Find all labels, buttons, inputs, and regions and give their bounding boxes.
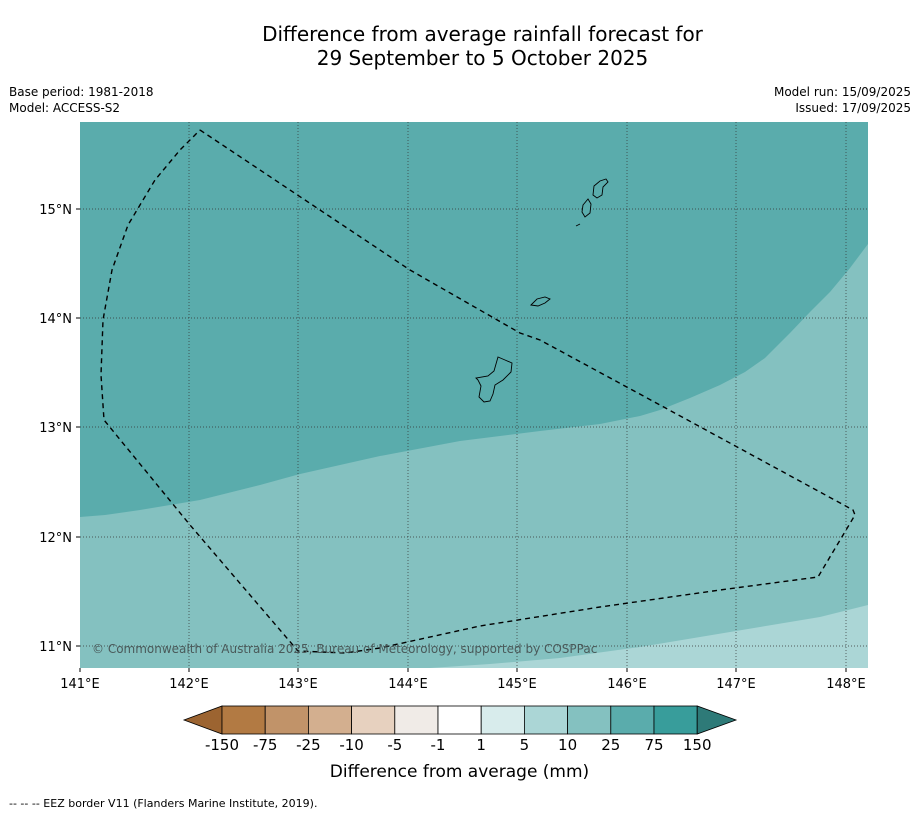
map-title: Difference from average rainfall forecas… (0, 22, 919, 70)
copyright-notice: © Commonwealth of Australia 2025, Bureau… (92, 642, 597, 656)
colorbar-extend-high (696, 705, 738, 735)
issued-date: Issued: 17/09/2025 (795, 101, 911, 115)
islands (475, 178, 609, 403)
colorbar-segment (437, 705, 482, 735)
lon-tick-147: 147°E (716, 677, 756, 692)
lat-tick-15: 15°N (39, 203, 72, 218)
base-period: Base period: 1981-2018 (9, 85, 154, 99)
colorbar-tick-label: -10 (339, 736, 364, 754)
colorbar-segment (480, 705, 525, 735)
lat-tick-14: 14°N (39, 312, 72, 327)
colorbar-tick-label: -5 (387, 736, 403, 754)
model-name: Model: ACCESS-S2 (9, 101, 121, 115)
colorbar-tick-label: 5 (519, 736, 530, 754)
model-info: Base period: 1981-2018 Model: ACCESS-S2 (9, 84, 154, 116)
aguijan-island (575, 223, 581, 227)
colorbar-tick-label: 10 (558, 736, 578, 754)
colorbar-segment (653, 705, 698, 735)
guam-island (475, 356, 513, 403)
colorbar-title: Difference from average (mm) (329, 762, 590, 782)
run-info: Model run: 15/09/2025 Issued: 17/09/2025 (774, 84, 911, 116)
lon-tick-142: 142°E (169, 677, 209, 692)
colorbar-tick-label: -1 (430, 736, 446, 754)
lon-tick-141: 141°E (60, 677, 100, 692)
lat-tick-13: 13°N (39, 421, 72, 436)
lon-tick-148: 148°E (826, 677, 866, 692)
title-line-2: 29 September to 5 October 2025 (316, 46, 649, 70)
colorbar-segment (264, 705, 309, 735)
colorbar-segment (351, 705, 396, 735)
colorbar-tick-label: 150 (682, 736, 712, 754)
colorbar-tick-label: 75 (644, 736, 664, 754)
lon-tick-146: 146°E (607, 677, 647, 692)
colorbar-tick-label: -75 (252, 736, 278, 754)
colorbar-segment (307, 705, 352, 735)
lat-tick-11: 11°N (39, 640, 72, 655)
colorbar-segment (567, 705, 612, 735)
title-line-1: Difference from average rainfall forecas… (262, 22, 703, 46)
zone-5-10 (430, 605, 868, 668)
colorbar-tick-label: -25 (296, 736, 321, 754)
eez-legend-footnote: -- -- -- EEZ border V11 (Flanders Marine… (9, 797, 318, 810)
colorbar-segment (394, 705, 439, 735)
map-area (80, 122, 868, 668)
lat-tick-12: 12°N (39, 531, 72, 546)
zone-10-25 (80, 244, 868, 668)
tinian-island (581, 198, 592, 218)
lon-ticks: 141°E 142°E 143°E 144°E 145°E 146°E 147°… (60, 668, 866, 692)
saipan-island (592, 178, 609, 199)
colorbar-segment (610, 705, 655, 735)
colorbar-segment (221, 705, 266, 735)
graticule (80, 122, 868, 668)
rota-island (530, 296, 551, 307)
colorbar-tick-label: 1 (476, 736, 486, 754)
lon-tick-145: 145°E (497, 677, 537, 692)
eez-border (100, 129, 856, 654)
colorbar-segment (524, 705, 569, 735)
model-run: Model run: 15/09/2025 (773, 85, 911, 99)
colorbar-tick-label: 25 (601, 736, 621, 754)
colorbar-extend-low (182, 705, 223, 735)
lon-tick-144: 144°E (388, 677, 428, 692)
colorbar-tick-label: -150 (204, 736, 240, 754)
colorbar (182, 705, 738, 735)
lat-ticks: 15°N 14°N 13°N 12°N 11°N (39, 203, 80, 655)
lon-tick-143: 143°E (278, 677, 318, 692)
